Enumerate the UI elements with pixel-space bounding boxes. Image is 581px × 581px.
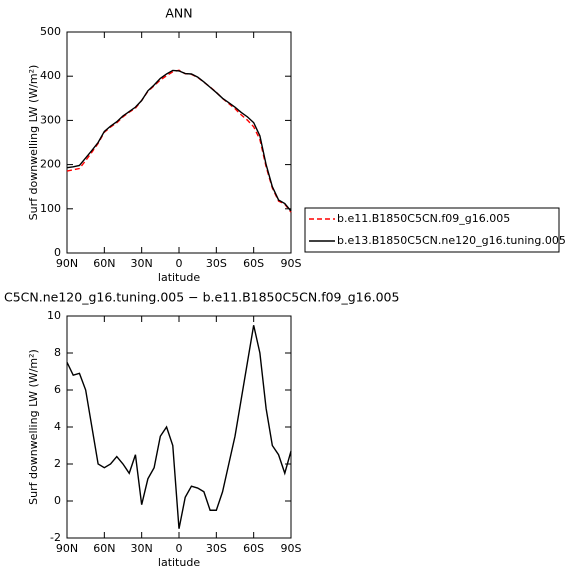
y-axis-label: Surf downwelling LW (W/m²) bbox=[27, 349, 40, 505]
y-tick-label: 2 bbox=[54, 457, 61, 470]
chart-title: ANN bbox=[165, 6, 192, 21]
y-tick-label: 0 bbox=[54, 246, 61, 259]
y-tick-label: 300 bbox=[40, 113, 61, 126]
x-tick-label: 30N bbox=[131, 257, 153, 270]
series-line bbox=[66, 325, 292, 529]
x-tick-label: 60N bbox=[93, 257, 115, 270]
x-tick-label: 30S bbox=[206, 257, 227, 270]
legend-label: b.e11.B1850C5CN.f09_g16.005 bbox=[337, 212, 510, 225]
x-tick-label: 90N bbox=[56, 257, 78, 270]
plot-frame bbox=[66, 31, 292, 254]
x-tick-label: 60N bbox=[93, 542, 115, 555]
legend-box bbox=[304, 207, 560, 253]
legend-label: b.e13.B1850C5CN.ne120_g16.tuning.005 bbox=[337, 234, 566, 247]
plot-frame bbox=[66, 315, 292, 539]
y-tick-label: 10 bbox=[47, 309, 61, 322]
y-tick-label: 500 bbox=[40, 25, 61, 38]
y-tick-label: 100 bbox=[40, 202, 61, 215]
x-tick-label: 30N bbox=[131, 542, 153, 555]
x-axis-label: latitude bbox=[158, 556, 200, 569]
x-tick-label: 60S bbox=[243, 542, 264, 555]
y-tick-label: 6 bbox=[54, 383, 61, 396]
x-tick-label: 90S bbox=[281, 542, 302, 555]
x-tick-label: 60S bbox=[243, 257, 264, 270]
x-axis-label: latitude bbox=[158, 271, 200, 284]
x-tick-label: 90N bbox=[56, 542, 78, 555]
series-line bbox=[66, 69, 292, 212]
series-line bbox=[66, 69, 292, 213]
x-tick-label: 0 bbox=[176, 257, 183, 270]
y-tick-label: -2 bbox=[50, 531, 61, 544]
y-tick-label: 0 bbox=[54, 494, 61, 507]
x-tick-label: 30S bbox=[206, 542, 227, 555]
y-tick-label: 200 bbox=[40, 158, 61, 171]
y-tick-label: 400 bbox=[40, 69, 61, 82]
x-tick-label: 0 bbox=[176, 542, 183, 555]
chart-title: C5CN.ne120_g16.tuning.005 − b.e11.B1850C… bbox=[4, 290, 399, 305]
y-axis-label: Surf downwelling LW (W/m²) bbox=[27, 65, 40, 221]
x-tick-label: 90S bbox=[281, 257, 302, 270]
y-tick-label: 8 bbox=[54, 346, 61, 359]
y-tick-label: 4 bbox=[54, 420, 61, 433]
